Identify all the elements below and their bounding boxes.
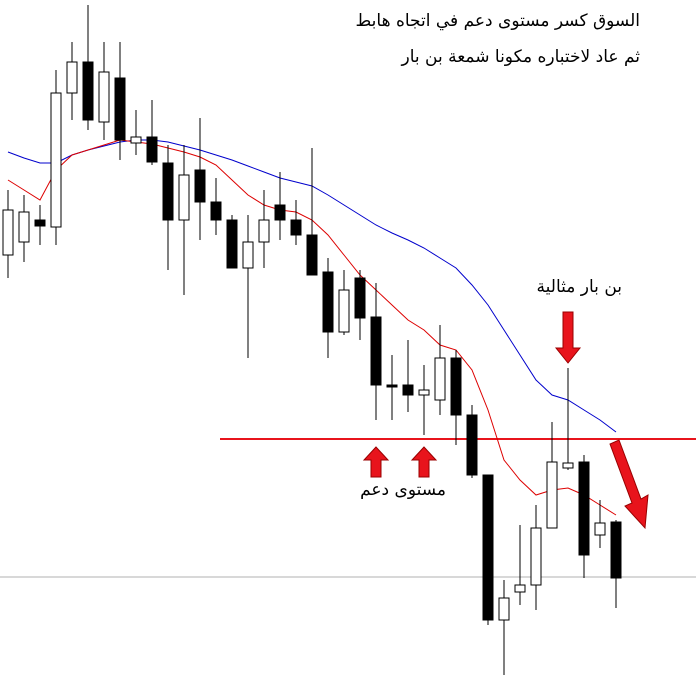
candle-body	[178, 174, 190, 221]
candle-body	[322, 271, 334, 333]
candle-body	[498, 597, 510, 621]
candle-body	[50, 92, 62, 228]
annotation: السوق كسر مستوى دعم في اتجاه هابط	[356, 11, 640, 31]
candle-body	[98, 71, 110, 123]
candle-body	[450, 357, 462, 416]
candle-body	[402, 384, 414, 396]
candle-body	[18, 211, 30, 243]
candle-body	[546, 461, 558, 529]
candle-body	[482, 474, 494, 621]
candle-body	[130, 136, 142, 144]
candle-body	[610, 521, 622, 579]
candle-body	[354, 277, 366, 319]
candle-body	[114, 77, 126, 141]
candle-body	[194, 169, 206, 203]
candle-body	[386, 384, 398, 388]
candle-body	[162, 162, 174, 221]
candle-body	[562, 462, 574, 469]
arrow-down	[554, 311, 582, 364]
candle-body	[274, 204, 286, 221]
arrows	[362, 311, 649, 530]
candle-body	[530, 527, 542, 586]
candle-body	[290, 219, 302, 236]
candle-body	[466, 414, 478, 476]
annotation: ثم عاد لاختباره مكونا شمعة بن بار	[401, 47, 641, 67]
candle-body	[2, 209, 14, 256]
candle-body	[66, 61, 78, 94]
candle-body	[242, 241, 254, 269]
arrow-diagonal	[609, 439, 649, 530]
candle-body	[210, 201, 222, 221]
candle-body	[34, 219, 46, 227]
candle-body	[514, 584, 526, 593]
candle-body	[338, 289, 350, 333]
candle-body	[146, 136, 158, 163]
candle-body	[434, 357, 446, 401]
arrow-up	[410, 446, 438, 478]
levels	[0, 438, 696, 578]
candle-body	[306, 234, 318, 276]
candle-body	[578, 461, 590, 556]
annotation: بن بار مثالية	[537, 277, 622, 297]
candles	[2, 5, 622, 675]
annotation: مستوى دعم	[360, 480, 446, 500]
candle-body	[370, 316, 382, 386]
candle-body	[418, 389, 430, 396]
candle-body	[258, 219, 270, 243]
arrow-up	[362, 446, 390, 478]
candle-body	[82, 61, 94, 121]
candle-body	[226, 219, 238, 269]
candle-body	[594, 522, 606, 536]
